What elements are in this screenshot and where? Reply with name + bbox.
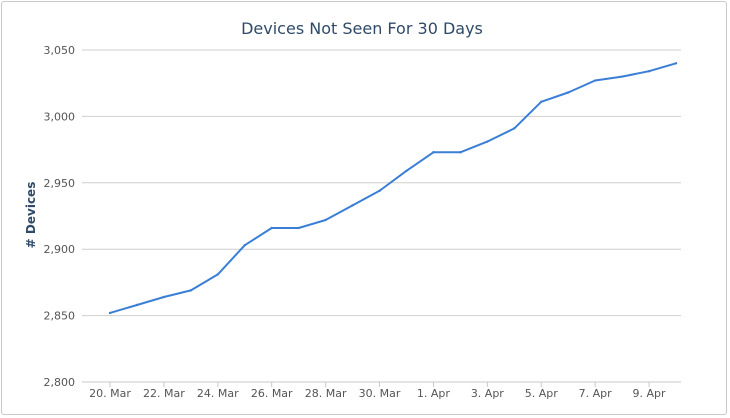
gridlines — [82, 49, 681, 383]
x-tick-label: 20. Mar — [89, 387, 131, 400]
x-tick-label: 9. Apr — [633, 387, 666, 400]
data-point — [566, 91, 570, 94]
data-point — [647, 70, 651, 73]
x-tick-labels: 20. Mar 22. Mar 24. Mar 26. Mar 28. Mar 30. M… — [89, 382, 666, 400]
data-point — [405, 169, 408, 173]
data-point — [297, 226, 300, 230]
x-tick-label: 28. Mar — [305, 387, 347, 400]
data-point — [432, 151, 435, 154]
data-point — [593, 79, 597, 82]
x-tick-label: 30. Mar — [359, 387, 401, 400]
data-point — [324, 218, 327, 222]
data-point — [351, 204, 354, 207]
y-tick-labels: 2,800 2,850 2,900 2,950 3,000 3,050 — [44, 44, 76, 389]
y-tick-label: 2,800 — [44, 376, 76, 389]
x-tick-label: 5. Apr — [525, 387, 558, 400]
data-point — [540, 100, 543, 103]
y-axis-label: # Devices — [24, 182, 38, 249]
x-tick-label: 22. Mar — [143, 387, 185, 400]
data-point — [270, 226, 273, 230]
data-point — [162, 295, 166, 299]
chart-title: Devices Not Seen For 30 Days — [241, 19, 483, 38]
y-tick-label: 2,950 — [44, 177, 76, 190]
data-point — [108, 311, 112, 315]
data-point — [135, 303, 139, 307]
x-tick-label: 3. Apr — [471, 387, 504, 400]
data-point — [378, 189, 381, 192]
data-point — [189, 289, 193, 292]
y-tick-label: 3,050 — [44, 44, 76, 57]
data-point — [674, 62, 678, 65]
series-line — [109, 62, 677, 314]
x-tick-label: 26. Mar — [251, 387, 293, 400]
y-tick-label: 2,900 — [44, 243, 76, 256]
y-tick-label: 3,000 — [44, 110, 76, 123]
data-point — [459, 151, 462, 154]
data-point — [513, 127, 516, 130]
x-tick-label: 24. Mar — [197, 387, 239, 400]
x-tick-label: 1. Apr — [417, 387, 450, 400]
series-layer — [108, 62, 678, 315]
data-point — [620, 75, 624, 78]
data-point — [216, 273, 220, 276]
data-point — [243, 244, 246, 247]
y-tick-label: 2,850 — [44, 310, 76, 323]
data-point — [486, 140, 489, 143]
x-tick-label: 7. Apr — [579, 387, 612, 400]
